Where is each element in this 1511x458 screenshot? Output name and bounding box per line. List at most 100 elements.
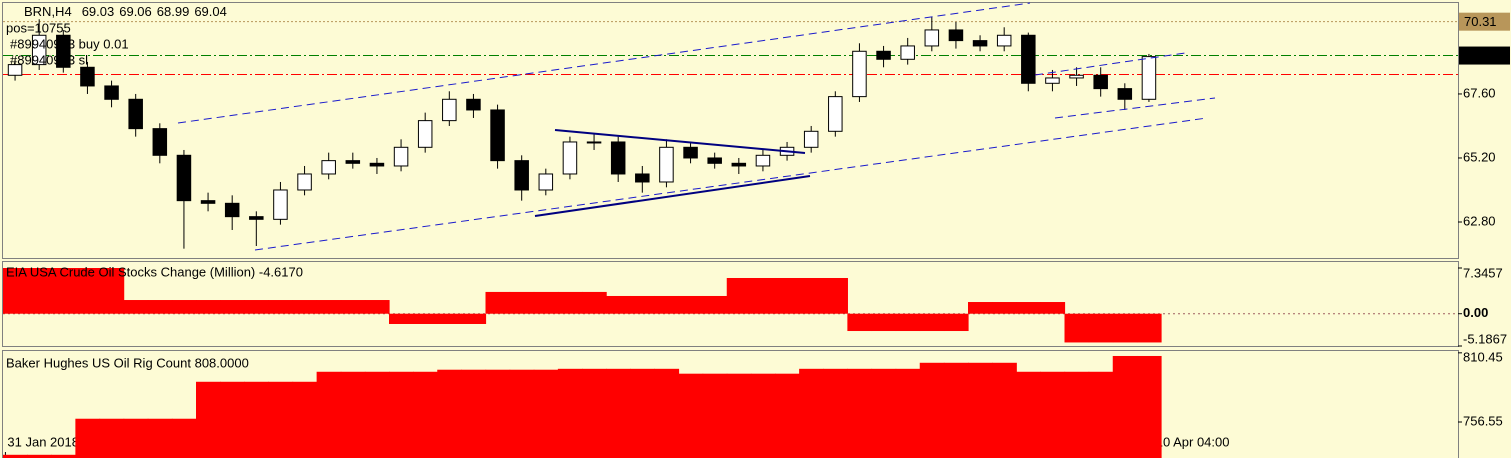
bar <box>171 300 197 314</box>
candle-body <box>273 189 288 220</box>
panel-title: EIA USA Crude Oil Stocks Change (Million… <box>6 264 303 279</box>
bar <box>364 371 390 458</box>
bar <box>461 313 487 324</box>
bar <box>702 295 728 314</box>
bar <box>220 381 245 458</box>
price-tag <box>1459 12 1510 31</box>
bar <box>678 295 704 314</box>
bar <box>871 313 897 332</box>
candle-body <box>972 40 988 47</box>
x-tick-label: 31 Jan 2018 <box>7 434 79 449</box>
bar <box>437 369 462 458</box>
bar <box>292 381 318 458</box>
bar <box>51 454 76 458</box>
bar <box>775 277 800 314</box>
y-tick-label: 62.80 <box>1463 213 1496 228</box>
annotation: pos=10755 <box>6 20 71 35</box>
bar <box>1064 313 1090 343</box>
candle-body <box>80 66 95 87</box>
bar <box>413 371 438 458</box>
bar <box>316 371 342 458</box>
candle-body <box>924 29 940 47</box>
candle-body <box>7 64 23 76</box>
bar <box>678 373 704 458</box>
bar <box>75 268 101 314</box>
candle-body <box>659 146 674 183</box>
bar <box>533 291 559 314</box>
candle-body <box>104 85 119 100</box>
bar <box>726 277 752 314</box>
bar <box>51 268 76 314</box>
bar <box>630 295 655 314</box>
bar <box>1016 371 1041 458</box>
bar <box>485 369 511 458</box>
bar <box>654 295 680 314</box>
bar <box>340 300 366 314</box>
candle-body <box>610 141 626 175</box>
bar <box>99 418 125 458</box>
bar <box>895 313 921 332</box>
bar <box>147 418 173 458</box>
x-tick-label: 10 Apr 04:00 <box>1156 434 1230 449</box>
bar <box>123 300 149 314</box>
symbol-header: BRN,H4 69.03 69.06 68.99 69.04 <box>24 4 227 19</box>
candle-body <box>321 160 336 175</box>
candle-body <box>345 160 361 164</box>
channel-lower <box>254 117 1208 251</box>
bar <box>196 381 221 458</box>
bar <box>1088 371 1114 458</box>
price-tag-label: 69.04 <box>1464 48 1497 63</box>
y-tick-label: 67.60 <box>1463 85 1496 100</box>
candle-body <box>297 173 312 191</box>
bar <box>171 418 197 458</box>
bar <box>509 291 535 314</box>
bar <box>27 454 52 458</box>
bar <box>123 418 149 458</box>
candle-body <box>852 50 867 98</box>
y-tick-label: -5.1867 <box>1463 331 1507 346</box>
bar <box>750 277 776 314</box>
candle-body <box>31 34 47 66</box>
candle-body <box>152 128 168 156</box>
candle-body <box>755 154 771 167</box>
bar <box>1040 371 1066 458</box>
bar <box>799 277 824 314</box>
bar <box>1136 355 1162 458</box>
candle-body <box>586 141 602 144</box>
bar <box>871 368 897 458</box>
candle-body <box>1117 88 1133 100</box>
candle-body <box>56 34 71 68</box>
bar <box>1040 302 1066 314</box>
bar <box>919 313 945 332</box>
bar <box>968 362 993 458</box>
bar <box>557 291 583 314</box>
bar <box>895 368 921 458</box>
candle-body <box>490 109 505 162</box>
bar <box>389 313 414 324</box>
candle-body <box>1069 74 1084 79</box>
bar <box>340 371 366 458</box>
bar <box>750 373 776 458</box>
bar <box>244 300 269 314</box>
candle-body <box>828 96 843 132</box>
candle-body <box>731 162 747 167</box>
y-tick-label: 810.45 <box>1463 349 1503 364</box>
rig-panel-border <box>2 350 1459 458</box>
candle-body <box>538 173 554 191</box>
candle-body <box>466 98 481 111</box>
bar <box>582 291 607 314</box>
bar <box>509 369 535 458</box>
bar <box>799 368 824 458</box>
bar <box>968 302 993 314</box>
candle-body <box>996 34 1012 47</box>
bar <box>147 300 173 314</box>
annotation: #89940993 buy 0.01 <box>10 36 129 51</box>
bar <box>413 313 438 324</box>
candle-body <box>876 50 891 60</box>
bar <box>196 300 221 314</box>
bar <box>943 362 969 458</box>
candle-body <box>224 202 240 218</box>
bar <box>1088 313 1114 343</box>
bar <box>919 362 945 458</box>
